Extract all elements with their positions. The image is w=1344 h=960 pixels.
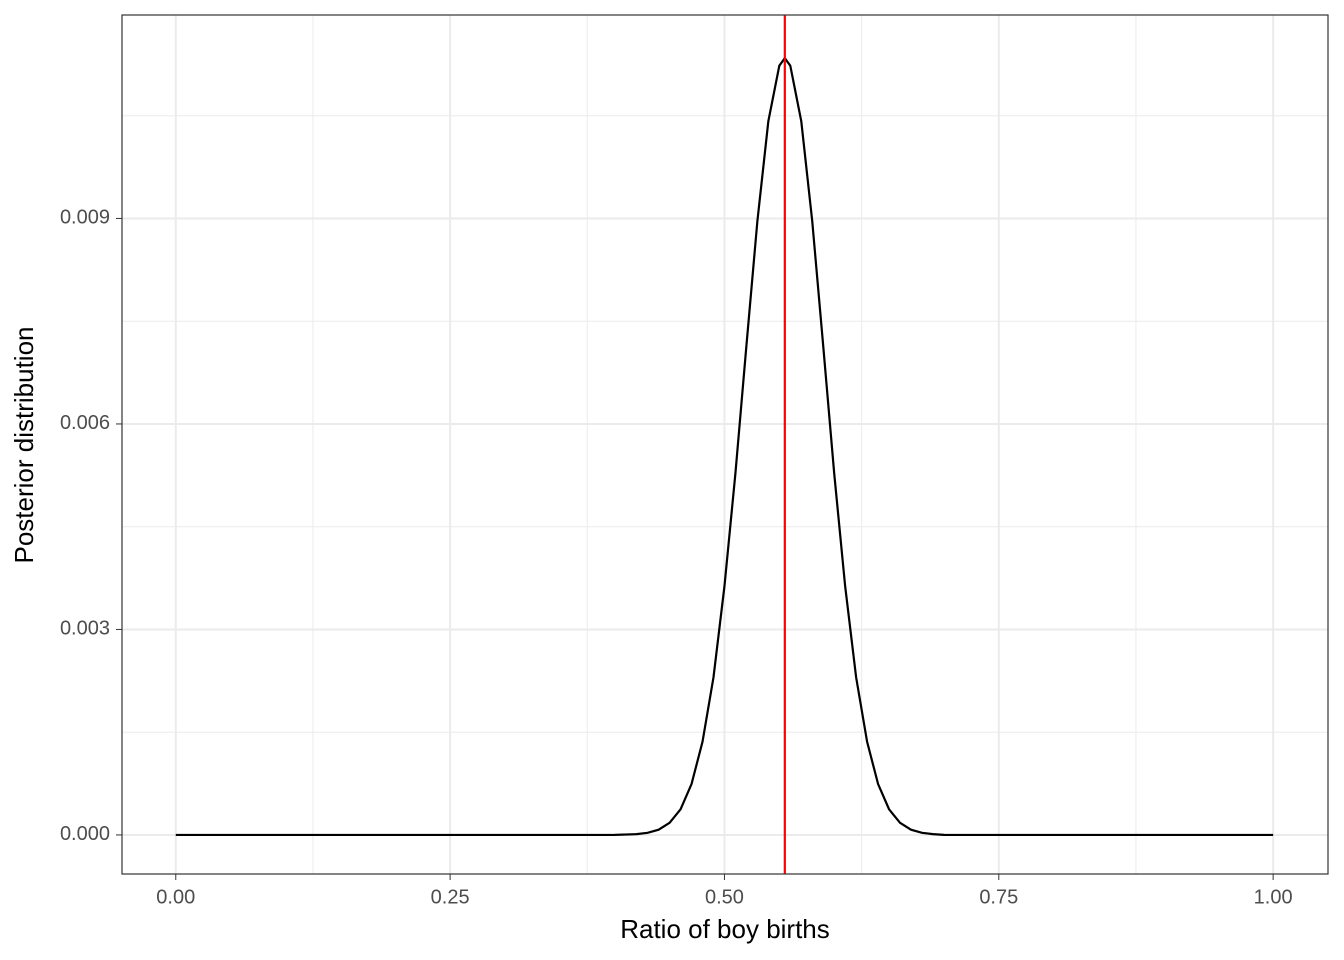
y-tick-label: 0.009 (60, 207, 110, 229)
y-tick-label: 0.003 (60, 618, 110, 640)
y-axis-title: Posterior distribution (9, 327, 39, 564)
x-tick-label: 0.25 (431, 886, 470, 908)
y-tick-label: 0.000 (60, 823, 110, 845)
line (175, 56, 1274, 837)
panel-border (121, 14, 1329, 875)
x-axis-title: Ratio of boy births (620, 914, 830, 944)
x-tick-label: 0.50 (705, 886, 744, 908)
x-tick-label: 1.00 (1254, 886, 1293, 908)
x-tick-label: 0.75 (979, 886, 1018, 908)
y-tick-label: 0.006 (60, 412, 110, 434)
x-tick-label: 0.00 (156, 886, 195, 908)
